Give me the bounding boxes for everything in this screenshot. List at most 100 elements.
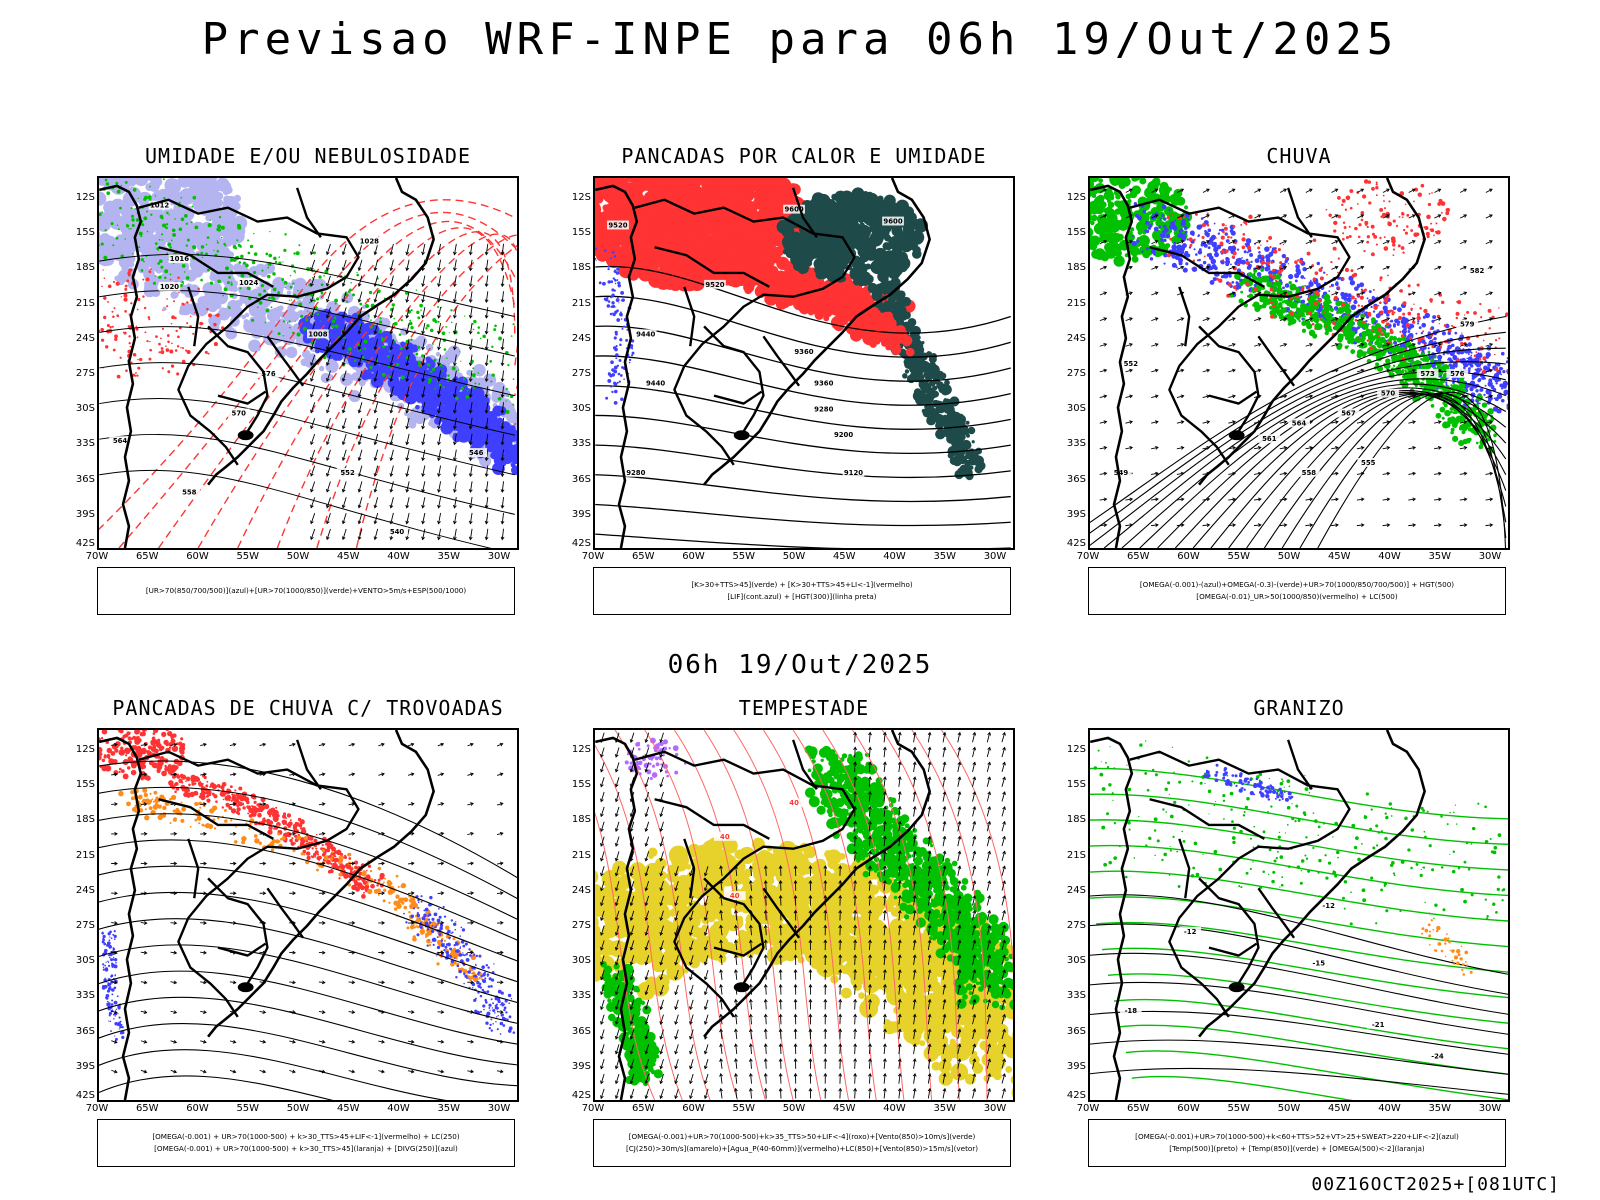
panel-title: UMIDADE E/OU NEBULOSIDADE [144,144,472,168]
lon-label: 45W [336,551,360,562]
lon-label: 35W [437,1103,461,1114]
lagoa-icon [237,982,254,993]
panel-title: PANCADAS DE CHUVA C/ TROVOADAS [112,696,504,720]
lat-label: 36S [1066,1025,1086,1037]
legend-box: [OMEGA(-0.001)+UR>70(1000-500)+k<60+TTS>… [1088,1119,1506,1167]
lat-label: 12S [75,744,95,755]
lat-label: 39S [571,508,591,520]
contour-label: -12 [1322,902,1335,910]
contour-label: 9600 [784,206,803,214]
contour-label: 546 [469,449,484,457]
legend-line: [Temp(500)](preto) + [Temp(850)](verde) … [1169,1144,1425,1153]
lon-label: 65W [631,551,655,562]
contour-label: 567 [1341,409,1356,417]
lat-label: 12S [1066,744,1086,755]
lat-label: 30S [571,403,591,415]
lat-label: 27S [571,920,591,931]
lat-label: 36S [1066,473,1086,485]
weather-map: 40 40 40 [595,730,1013,1100]
lat-label: 24S [75,884,95,896]
forecast-time-label: 06h 19/Out/2025 [667,650,933,680]
lon-label: 40W [387,551,410,562]
lat-label: 18S [571,262,591,274]
lat-label: 33S [1066,438,1086,450]
lon-label: 35W [933,1103,957,1114]
legend-box: [OMEGA(-0.001)-(azul)+OMEGA(-0.3)-(verde… [1088,567,1506,615]
lat-label: 18S [75,814,95,826]
lat-label: 30S [1066,955,1086,967]
lon-label: 35W [437,551,461,562]
country-borders [1129,739,1351,1018]
lon-label: 60W [682,1103,705,1114]
lat-label: 36S [571,1025,591,1037]
lat-label: 33S [75,438,95,450]
lon-label: 30W [983,551,1007,562]
lon-label: 45W [1327,551,1351,562]
lon-label: 40W [883,1103,906,1114]
lat-label: 18S [1066,814,1086,826]
lat-label: 27S [75,368,95,379]
lon-label: 40W [883,551,906,562]
lat-label: 27S [1066,368,1086,379]
coastline [1090,178,1426,548]
legend-line: [OMEGA(-0.01)_UR>50(1000/850)(vermelho) … [1196,592,1398,601]
map-frame: 9600 9600 9520 9520 9440 9440 9360 9360 9280 9280… [593,176,1015,550]
lon-label: 60W [682,551,705,562]
contour-label: 576 [1450,370,1465,378]
map-frame: 582 579 576 573 570 567 564 561 558 555 552 549 [1088,176,1510,550]
contour-label: 576 [261,370,276,378]
lat-label: 42S [1066,1090,1086,1101]
lat-label: 12S [571,192,591,203]
weather-map: -12 -12 -15 -18 -21 -24 [1090,730,1508,1100]
lon-label: 50W [286,1103,310,1114]
lat-label: 39S [75,1060,95,1072]
coastline [99,730,435,1100]
lat-label: 30S [75,403,95,415]
lon-label: 70W [581,1103,605,1114]
lat-label: 21S [75,297,95,309]
contour-label: 564 [1292,419,1307,427]
weather-map: 9600 9600 9520 9520 9440 9440 9360 9360 9280 9280… [595,178,1011,548]
lagoa-icon [733,430,750,441]
lon-label: 70W [1076,1103,1100,1114]
legend-box: [UR>70(850/700/500)](azul)+[UR>70(1000/8… [97,567,515,615]
lon-label: 55W [1227,1103,1251,1114]
contour-label: 9600 [883,218,902,226]
lon-label: 65W [135,1103,159,1114]
lon-label: 60W [1177,1103,1200,1114]
lat-label: 24S [1066,332,1086,344]
lat-label: 33S [571,990,591,1002]
contour-label: 1016 [170,255,189,263]
contour-label: 9280 [626,469,645,477]
lat-label: 24S [1066,884,1086,896]
contour-label: 558 [182,489,197,497]
legend-line: [OMEGA(-0.001) + UR>70(1000-500) + k>30_… [154,1144,458,1153]
lagoa-icon [237,430,254,441]
lat-label: 39S [1066,508,1086,520]
lat-label: 12S [75,192,95,203]
contour-label: 555 [1361,459,1376,467]
lat-label: 18S [75,262,95,274]
lon-label: 55W [732,551,756,562]
lon-label: 70W [85,1103,109,1114]
lat-label: 36S [75,473,95,485]
lon-label: 50W [1277,1103,1301,1114]
contour-label: -15 [1313,959,1326,967]
contour-label: 1008 [308,330,327,338]
map-frame: -12 -12 -15 -18 -21 -24 [1088,728,1510,1102]
coastline [595,178,931,548]
lon-label: 45W [336,1103,360,1114]
country-borders [634,739,856,1018]
lat-label: 30S [75,955,95,967]
lat-label: 24S [75,332,95,344]
lat-label: 15S [1066,779,1086,791]
lon-label: 45W [1327,1103,1351,1114]
lagoa-icon [1228,982,1245,993]
lat-label: 39S [75,508,95,520]
lat-label: 30S [571,955,591,967]
lat-label: 36S [75,1025,95,1037]
lat-label: 39S [571,1060,591,1072]
lon-label: 40W [1378,1103,1401,1114]
contour-label: -12 [1184,928,1197,936]
contour-label: 564 [113,437,128,445]
